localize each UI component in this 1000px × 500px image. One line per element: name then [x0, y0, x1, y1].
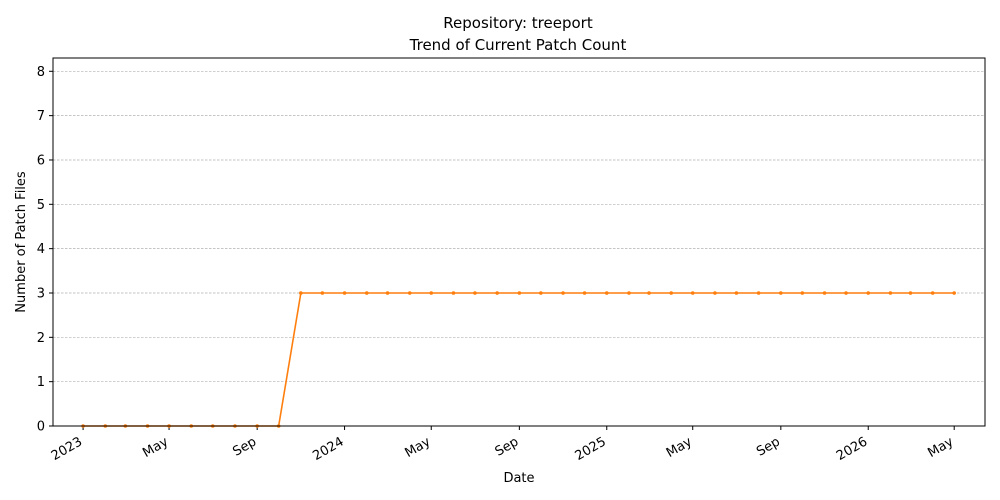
y-tick-label: 8 — [37, 65, 45, 80]
x-tick-label: May — [925, 434, 956, 461]
data-point — [517, 291, 522, 295]
gridlines — [53, 70, 985, 383]
data-point — [952, 291, 956, 295]
plot-frame — [52, 57, 986, 427]
data-point — [364, 291, 369, 295]
data-point — [299, 291, 303, 295]
x-tick-label: May — [664, 434, 695, 461]
y-tick-label: 0 — [37, 420, 45, 435]
x-axis-ticks: 2023 May Sep 2024 May Sep 2025 May Sep 2026 May — [49, 426, 956, 464]
data-point — [647, 291, 651, 295]
chart-title: Repository: treeport — [443, 14, 593, 32]
data-point — [385, 291, 390, 295]
data-point — [888, 291, 893, 295]
data-point — [627, 291, 631, 295]
data-point — [690, 291, 695, 295]
y-axis-ticks: 0 1 2 3 4 5 6 7 8 — [37, 65, 53, 435]
x-tick-label: May — [140, 434, 171, 461]
y-tick-label: 4 — [37, 242, 45, 257]
data-point — [495, 291, 499, 295]
series-line — [83, 292, 955, 427]
y-tick-label: 7 — [37, 109, 45, 124]
series-layer — [81, 291, 956, 428]
data-point — [866, 291, 871, 295]
data-point — [561, 291, 565, 295]
y-axis-label: Number of Patch Files — [14, 171, 29, 313]
y-tick-label: 1 — [37, 375, 45, 390]
data-point — [669, 291, 674, 295]
data-point — [473, 291, 477, 295]
data-point — [407, 291, 412, 295]
data-point — [908, 291, 913, 295]
data-point — [429, 291, 434, 295]
y-tick-label: 5 — [37, 198, 45, 213]
data-point — [800, 291, 805, 295]
x-tick-label: May — [402, 434, 433, 461]
data-point — [582, 291, 587, 295]
x-tick-label: Sep — [754, 434, 783, 459]
x-tick-label: 2024 — [310, 434, 346, 464]
x-tick-label: 2026 — [834, 434, 870, 464]
y-tick-label: 2 — [37, 331, 45, 346]
data-point — [779, 291, 783, 295]
data-point — [451, 291, 456, 295]
x-tick-label: 2023 — [49, 434, 85, 464]
data-point — [756, 291, 761, 295]
x-tick-label: Sep — [493, 434, 522, 459]
data-point — [539, 291, 543, 295]
data-point — [734, 291, 739, 295]
data-point — [713, 291, 717, 295]
x-axis-label: Date — [503, 471, 534, 486]
data-point — [930, 291, 935, 295]
x-tick-label: 2025 — [573, 434, 609, 464]
chart-subtitle: Trend of Current Patch Count — [409, 36, 627, 54]
y-tick-label: 3 — [37, 286, 45, 301]
y-tick-label: 6 — [37, 153, 45, 168]
data-point — [822, 291, 827, 295]
data-point — [844, 291, 848, 295]
data-point — [320, 291, 325, 295]
x-tick-label: Sep — [230, 434, 259, 459]
data-point — [604, 291, 609, 295]
data-point — [342, 291, 347, 295]
